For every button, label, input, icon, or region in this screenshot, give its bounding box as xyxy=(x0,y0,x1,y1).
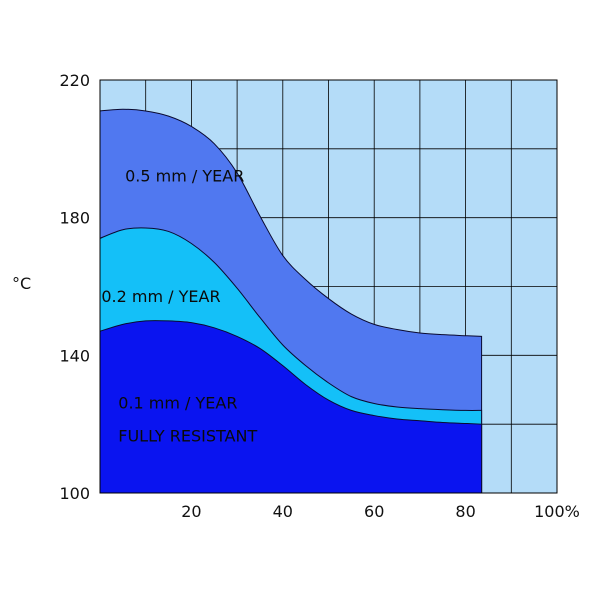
y-tick-label: 220 xyxy=(59,71,90,90)
region-label: 0.5 mm / YEAR xyxy=(125,167,244,186)
area-0-1-mm-year xyxy=(99,320,483,494)
x-axis-ticks: 20 40 60 80 100% xyxy=(181,502,580,521)
region-label: FULLY RESISTANT xyxy=(118,426,257,445)
area-series xyxy=(99,108,483,494)
region-label: 0.1 mm / YEAR xyxy=(118,394,237,413)
region-labels: 0.5 mm / YEAR 0.2 mm / YEAR 0.1 mm / YEAR F… xyxy=(101,167,257,446)
y-tick-label: 180 xyxy=(59,209,90,228)
x-tick-label: 40 xyxy=(273,502,293,521)
region-label: 0.2 mm / YEAR xyxy=(101,287,220,306)
y-axis-unit-label: °C xyxy=(12,274,31,293)
x-tick-label: 80 xyxy=(455,502,475,521)
x-tick-label: 60 xyxy=(364,502,384,521)
y-tick-label: 140 xyxy=(59,346,90,365)
y-tick-label: 100 xyxy=(59,484,90,503)
y-axis-ticks: 100 140 180 220 xyxy=(59,71,90,503)
plot-frame xyxy=(99,79,558,494)
x-tick-label: 100% xyxy=(534,502,580,521)
x-tick-label: 20 xyxy=(181,502,201,521)
